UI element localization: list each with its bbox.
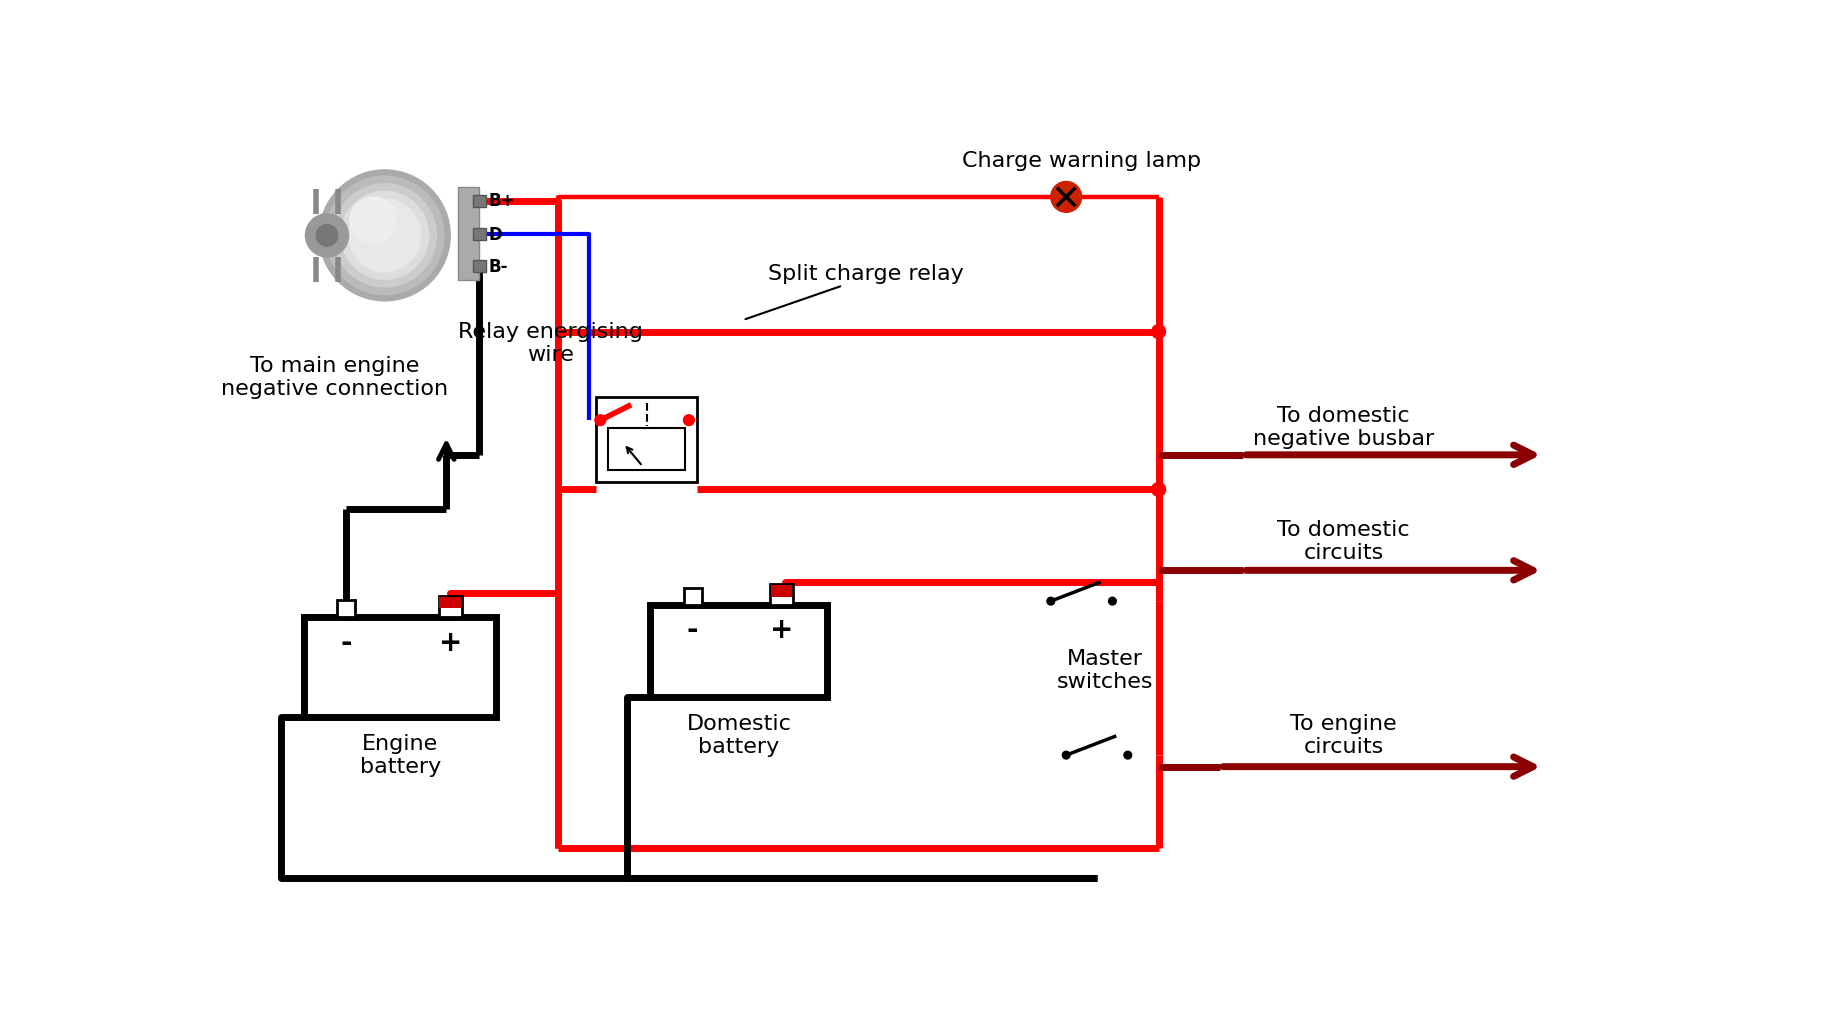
Text: B-: B-	[489, 258, 508, 276]
Bar	[473, 260, 485, 272]
Text: Engine
battery: Engine battery	[359, 733, 441, 776]
Text: To domestic
negative busbar: To domestic negative busbar	[1252, 406, 1433, 450]
Text: Charge warning lamp: Charge warning lamp	[962, 151, 1201, 171]
Circle shape	[682, 414, 693, 426]
Text: -: -	[340, 630, 351, 658]
Text: D: D	[489, 226, 502, 243]
Text: Split charge relay: Split charge relay	[767, 264, 964, 284]
Circle shape	[326, 176, 443, 295]
Text: B+: B+	[489, 193, 515, 210]
Bar	[596, 397, 697, 481]
Bar	[337, 600, 355, 617]
Circle shape	[1107, 597, 1116, 605]
Text: -: -	[686, 616, 699, 643]
Text: To domestic
circuits: To domestic circuits	[1276, 521, 1409, 563]
Text: Master
switches: Master switches	[1056, 648, 1153, 692]
Text: +: +	[438, 630, 462, 658]
Bar	[438, 596, 462, 617]
Text: Relay energising
wire: Relay energising wire	[458, 322, 642, 365]
Circle shape	[305, 213, 348, 257]
Circle shape	[333, 184, 436, 287]
Circle shape	[1151, 483, 1164, 496]
Bar	[458, 187, 480, 280]
Circle shape	[594, 414, 605, 426]
Circle shape	[349, 197, 395, 243]
Text: Domestic
battery: Domestic battery	[686, 714, 791, 758]
Circle shape	[1046, 597, 1054, 605]
Circle shape	[340, 192, 428, 279]
Bar	[440, 597, 462, 608]
Text: To main engine
negative connection: To main engine negative connection	[221, 357, 449, 399]
Bar	[607, 428, 684, 470]
Bar	[303, 617, 497, 717]
Text: To engine
circuits: To engine circuits	[1289, 714, 1396, 758]
Circle shape	[320, 170, 451, 301]
Bar	[473, 195, 485, 207]
Circle shape	[1050, 181, 1081, 212]
Bar	[649, 605, 828, 697]
Circle shape	[1124, 752, 1131, 759]
Bar	[771, 585, 791, 597]
Circle shape	[316, 225, 338, 246]
Circle shape	[348, 199, 421, 271]
Bar	[473, 228, 485, 240]
Circle shape	[1151, 325, 1164, 338]
Circle shape	[1061, 752, 1070, 759]
Text: +: +	[769, 616, 793, 643]
Bar	[769, 585, 793, 605]
Bar	[682, 588, 702, 605]
